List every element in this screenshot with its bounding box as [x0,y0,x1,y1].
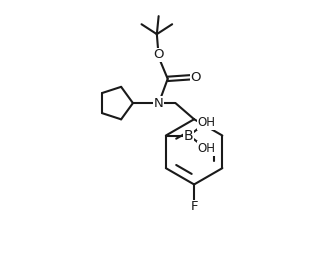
Text: OH: OH [198,116,216,129]
Text: O: O [153,49,164,61]
Text: OH: OH [198,142,216,155]
Text: B: B [183,129,193,142]
Text: F: F [190,200,198,213]
Text: N: N [153,97,163,109]
Text: O: O [191,71,201,84]
